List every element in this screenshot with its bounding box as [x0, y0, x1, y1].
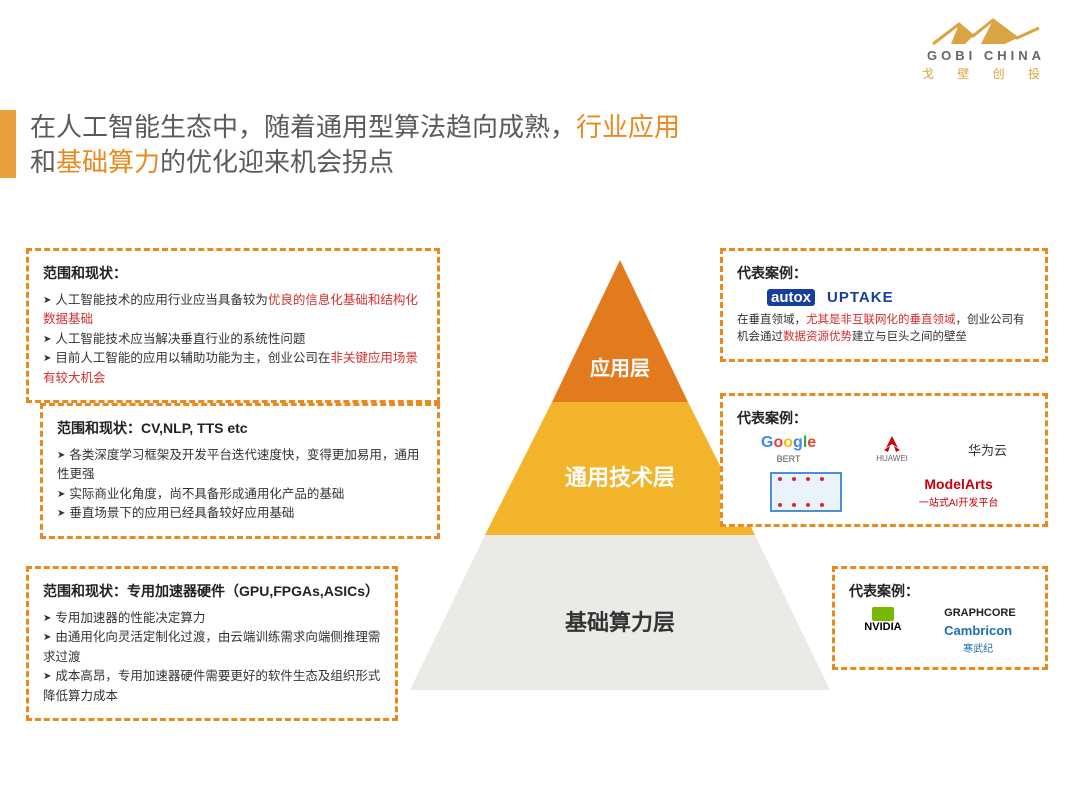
case-title: 代表案例：: [737, 263, 1031, 283]
bullet-list: 专用加速器的性能决定算力 由通用化向灵活定制化过渡，由云端训练需求向端侧推理需求…: [43, 609, 381, 706]
scope-box-tech: 范围和现状：CV,NLP, TTS etc 各类深度学习框架及开发平台迭代速度快…: [40, 403, 440, 539]
title-text: 在人工智能生态中，随着通用型算法趋向成熟，行业应用 和基础算力的优化迎来机会拐点: [30, 110, 680, 180]
case-title: 代表案例：: [849, 581, 1031, 601]
case-title: 代表案例：: [737, 408, 1031, 428]
graphcore-cambricon-logos: GRAPHCORE Cambricon 寒武纪: [944, 607, 1016, 655]
case-description: 在垂直领域，尤其是非互联网化的垂直领域，创业公司有机会通过数据资源优势建立与巨头…: [737, 312, 1031, 347]
huawei-cloud-text: 华为云: [968, 440, 1007, 459]
logo-row: Google BERT HUAWEI 华为云: [737, 434, 1031, 464]
uptake-logo: UPTAKE: [827, 289, 894, 306]
arch-diagram-icon: [770, 472, 842, 512]
huawei-logo: HUAWEI: [876, 436, 908, 463]
slide-title: 在人工智能生态中，随着通用型算法趋向成熟，行业应用 和基础算力的优化迎来机会拐点: [0, 110, 680, 180]
bullet-list: 各类深度学习框架及开发平台迭代速度快，变得更加易用，通用性更强 实际商业化角度，…: [57, 446, 423, 524]
autox-logo: autox: [767, 289, 815, 306]
title-accent-bar: [0, 110, 16, 178]
case-box-application: 代表案例： autox UPTAKE 在垂直领域，尤其是非互联网化的垂直领域，创…: [720, 248, 1048, 362]
logo-row: NVIDIA GRAPHCORE Cambricon 寒武纪: [849, 607, 1031, 655]
box-title: 范围和现状：CV,NLP, TTS etc: [57, 418, 423, 438]
logo-text-en: GOBI CHINA: [922, 48, 1050, 63]
nvidia-logo: NVIDIA: [864, 607, 901, 633]
modelarts-logo: ModelArts 一站式AI开发平台: [919, 476, 998, 509]
case-box-compute: 代表案例： NVIDIA GRAPHCORE Cambricon 寒武纪: [832, 566, 1048, 670]
logo-row-2: ModelArts 一站式AI开发平台: [737, 472, 1031, 512]
box-title: 范围和现状：: [43, 263, 423, 283]
pyramid-layer-bot: 基础算力层: [410, 605, 830, 637]
brand-logo: GOBI CHINA 戈 壁 创 投: [922, 18, 1050, 82]
logo-row: autox UPTAKE: [767, 289, 1031, 306]
google-bert-logo: Google BERT: [761, 434, 816, 464]
bullet-list: 人工智能技术的应用行业应当具备较为优良的信息化基础和结构化数据基础 人工智能技术…: [43, 291, 423, 388]
case-box-tech: 代表案例： Google BERT HUAWEI 华为云 ModelArts 一…: [720, 393, 1048, 527]
scope-box-application: 范围和现状： 人工智能技术的应用行业应当具备较为优良的信息化基础和结构化数据基础…: [26, 248, 440, 403]
logo-text-cn: 戈 壁 创 投: [922, 65, 1050, 82]
box-title: 范围和现状：专用加速器硬件（GPU,FPGAs,ASICs）: [43, 581, 381, 601]
scope-box-compute: 范围和现状：专用加速器硬件（GPU,FPGAs,ASICs） 专用加速器的性能决…: [26, 566, 398, 721]
